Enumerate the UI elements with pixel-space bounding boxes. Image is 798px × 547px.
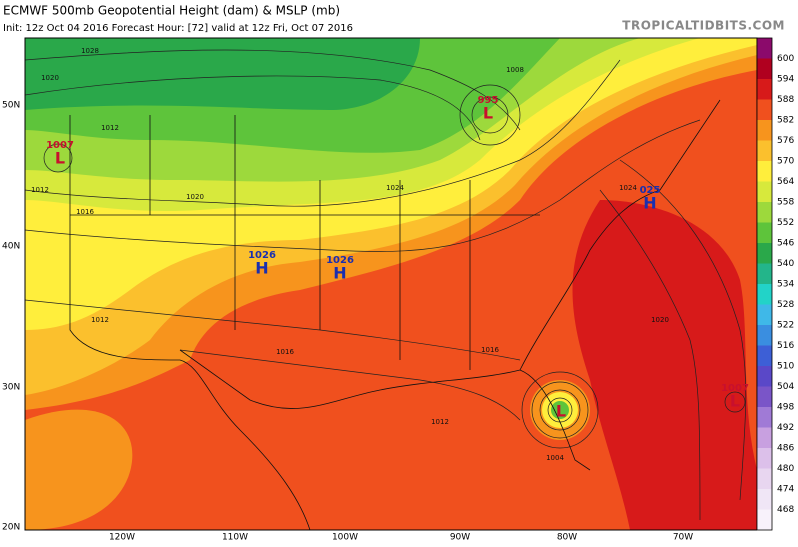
colorbar-label: 468 [777,505,794,515]
colorbar-cell [757,468,772,490]
colorbar-cell [757,99,772,121]
colorbar-label: 540 [777,259,794,269]
map-subtitle: Init: 12z Oct 04 2016 Forecast Hour: [72… [3,23,353,34]
colorbar-cell [757,243,772,264]
latitude-label: 30N [2,383,20,393]
isobar-label: 1016 [481,346,499,354]
colorbar-cell [757,181,772,203]
center-symbol: H [255,259,268,278]
colorbar-label: 600 [777,54,794,64]
colorbar-cell [757,120,772,141]
colorbar-label: 594 [777,75,794,85]
colorbar-cell [757,284,772,305]
center-symbol: L [483,104,493,123]
colorbar-cell [757,58,772,80]
colorbar-cell [757,304,772,326]
center-symbol: L [730,392,740,411]
height-band [551,401,569,419]
colorbar-label: 474 [777,485,794,495]
latitude-label: 20N [2,523,20,533]
isobar-label: 1020 [41,74,59,82]
colorbar-label: 552 [777,218,794,228]
center-symbol: L [55,149,65,168]
colorbar-label: 588 [777,95,794,105]
isobar-label: 1020 [651,316,669,324]
center-pressure: 995 [478,95,499,106]
site-credit: TROPICALTIDBITS.COM [622,19,785,33]
colorbar-label: 522 [777,321,794,331]
colorbar-cell [757,489,772,510]
colorbar-label: 492 [777,423,794,433]
isobar-label: 1028 [81,47,99,55]
colorbar-label: 516 [777,341,794,351]
colorbar-label: 504 [777,382,794,392]
colorbar-label: 582 [777,116,794,126]
isobar-label: 1004 [546,454,564,462]
isobar-label: 1020 [186,193,204,201]
center-pressure: 1026 [326,255,354,266]
colorbar-label: 546 [777,239,794,249]
isobar-label: 1012 [101,124,119,132]
colorbar-cell [757,140,772,162]
colorbar-label: 528 [777,300,794,310]
colorbar-label: 510 [777,362,794,372]
colorbar-label: 480 [777,464,794,474]
latitude-label: 50N [2,101,20,111]
coastlines-borders [69,99,721,530]
colorbar-cell [757,345,772,367]
colorbar-cell [757,263,772,285]
colorbar-cell [757,427,772,449]
longitude-label: 110W [222,533,248,543]
height-band [25,38,420,110]
colorbar-cell [757,202,772,223]
colorbar-cell [757,161,772,182]
colorbar-cell [757,448,772,469]
height-band [25,409,133,530]
colorbar-label: 498 [777,403,794,413]
isobar-label: 1016 [276,348,294,356]
isobar-label: 1012 [91,316,109,324]
center-pressure: 1026 [248,250,276,261]
longitude-label: 100W [332,533,358,543]
storm-symbol: L [556,402,566,421]
colorbar-frame [756,37,773,531]
isobar-label: 1016 [76,208,94,216]
isobars [25,49,747,521]
longitude-label: 90W [450,533,470,543]
isobar-label: 1024 [619,184,637,192]
map-area [24,37,758,531]
center-pressure: 1007 [46,140,74,151]
isobar-label: 1024 [386,184,404,192]
longitude-label: 120W [109,533,135,543]
colorbar-label: 564 [777,177,794,187]
colorbar-cell [757,366,772,387]
latitude-label: 40N [2,242,20,252]
center-symbol: H [643,194,656,213]
center-symbol: H [333,264,346,283]
map-title: ECMWF 500mb Geopotential Height (dam) & … [3,4,340,18]
colorbar-label: 534 [777,280,794,290]
colorbar-cell [757,386,772,408]
isobar-label: 1012 [31,186,49,194]
colorbar-label: 486 [777,444,794,454]
colorbar-cell [757,407,772,428]
colorbar-cell [757,325,772,346]
height-band [572,200,757,530]
map-annotations: 600 594 588 582 576 570 564 558 552 546 540 534 528 5… [2,37,794,543]
center-pressure: 025 [640,185,661,196]
isobar-label: 1008 [506,66,524,74]
colorbar-cell [757,222,772,244]
longitude-label: 80W [557,533,577,543]
center-pressure: 1007 [721,383,749,394]
longitude-label: 70W [673,533,693,543]
colorbar-label: 570 [777,157,794,167]
colorbar-cell [757,79,772,100]
colorbar-label: 576 [777,136,794,146]
colorbar-cell [757,38,772,59]
colorbar-label: 558 [777,198,794,208]
colorbar-cell [757,509,772,531]
isobar-label: 1012 [431,418,449,426]
